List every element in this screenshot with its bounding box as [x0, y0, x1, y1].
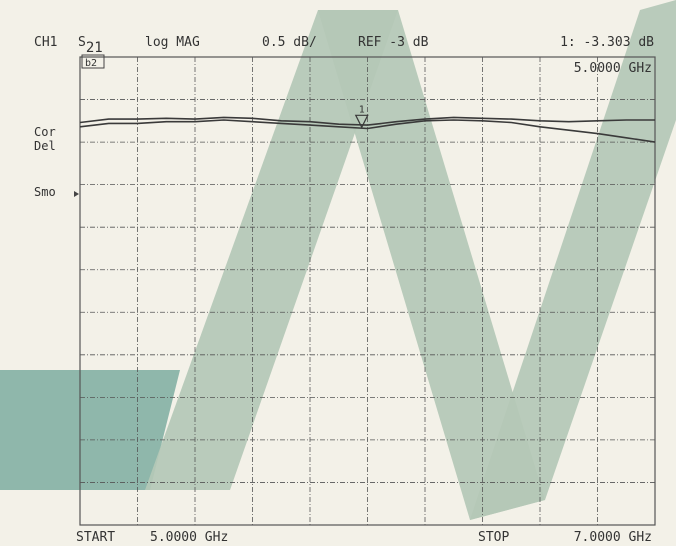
status-box — [81, 54, 105, 69]
marker-1: 1 — [354, 104, 369, 129]
trace-1 — [79, 116, 655, 126]
channel-label: CH1 — [34, 35, 57, 50]
trace-2 — [79, 119, 656, 143]
del-label: Del — [34, 139, 56, 153]
stop-value: 7.0000 GHz — [574, 530, 652, 545]
cor-label: Cor — [34, 125, 56, 139]
marker-readout: 1: -3.303 dB — [560, 35, 654, 50]
start-value: 5.0000 GHz — [150, 530, 228, 545]
watermark-left-stroke — [145, 10, 398, 490]
parameter-s: S — [78, 35, 86, 50]
scale-label: 0.5 dB/ — [262, 35, 317, 50]
watermark-bar — [0, 370, 180, 490]
traces — [79, 116, 656, 143]
parameter-label: S21 — [78, 35, 103, 56]
reference-label: REF -3 dB — [358, 35, 429, 50]
marker-frequency: 5.0000 GHz — [574, 61, 652, 76]
marker-triangle-icon — [354, 114, 369, 129]
parameter-subscript: 21 — [86, 40, 103, 56]
watermark-right-stroke — [470, 0, 676, 520]
format-label: log MAG — [145, 35, 200, 50]
status-box-label: b2 — [85, 58, 97, 69]
graticule — [79, 56, 656, 526]
watermark-logo — [0, 0, 676, 520]
stop-label: STOP — [478, 530, 509, 545]
smo-label: Smo — [34, 185, 56, 199]
start-label: START — [76, 530, 115, 545]
marker-label: 1 — [359, 104, 365, 115]
watermark-middle-stroke — [318, 10, 545, 520]
reference-pointer-icon — [74, 191, 79, 197]
